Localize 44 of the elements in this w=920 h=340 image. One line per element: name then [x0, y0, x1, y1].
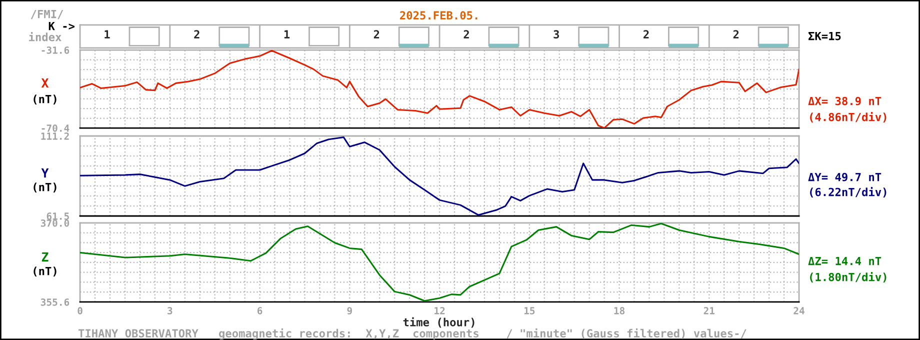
line-series — [80, 222, 800, 302]
data-label: 1 — [104, 30, 110, 38]
text: ΔZ= 14.4 nT — [808, 256, 882, 266]
y-tick-label: 61.5 — [46, 212, 69, 220]
y-axis-title: Y — [41, 168, 49, 178]
y-tick-label: 370.0 — [40, 219, 70, 227]
x-tick-label: 6 — [257, 307, 262, 314]
y-tick-label: -31.6 — [42, 46, 70, 54]
x-tick-label: 15 — [524, 307, 535, 314]
text: (6.22nT/div) — [810, 187, 886, 198]
text: (1.80nT/div) — [810, 272, 886, 283]
text: (4.86nT/div) — [810, 112, 886, 123]
x-tick-label: 24 — [794, 307, 804, 314]
y-tick-label: -70.4 — [42, 124, 70, 132]
x-tick-label: 0 — [78, 307, 82, 314]
text: (nT) — [34, 94, 56, 105]
data-label: 2 — [374, 30, 380, 38]
text: TIHANY OBSERVATORY geomagnetic records: X,Y,Z components / "minute" (Gauss filtered) values-/ — [78, 328, 746, 340]
text: 2025.FEB.05. — [400, 11, 478, 20]
text: ΔX= 38.9 nT — [808, 96, 882, 106]
data-label: 1 — [284, 30, 290, 38]
text: K -> — [48, 22, 75, 30]
text: /FMI/ — [30, 10, 64, 20]
y-tick-label: 355.6 — [40, 298, 70, 306]
data-label: 2 — [733, 30, 739, 38]
x-tick-label: 21 — [704, 307, 715, 314]
y-tick-label: 111.2 — [41, 132, 69, 140]
data-label: 3 — [554, 30, 559, 39]
x-tick-label: 18 — [614, 307, 625, 314]
data-label: 2 — [464, 30, 469, 38]
line-series — [80, 136, 800, 216]
text: (nT) — [34, 266, 56, 277]
y-axis-title: Z — [42, 252, 48, 262]
x-axis-title: time (hour) — [403, 317, 474, 328]
x-tick-label: 9 — [347, 307, 352, 314]
text: ΔY= 49.7 nT — [808, 172, 882, 182]
x-tick-label: 12 — [434, 307, 445, 314]
text: ΣK=15 — [808, 32, 841, 40]
y-axis-title: X — [41, 78, 49, 88]
data-label: 2 — [644, 30, 649, 38]
text: (nT) — [34, 182, 56, 193]
data-label: 2 — [194, 30, 200, 38]
x-tick-label: 3 — [168, 307, 172, 314]
text: index — [29, 32, 62, 42]
